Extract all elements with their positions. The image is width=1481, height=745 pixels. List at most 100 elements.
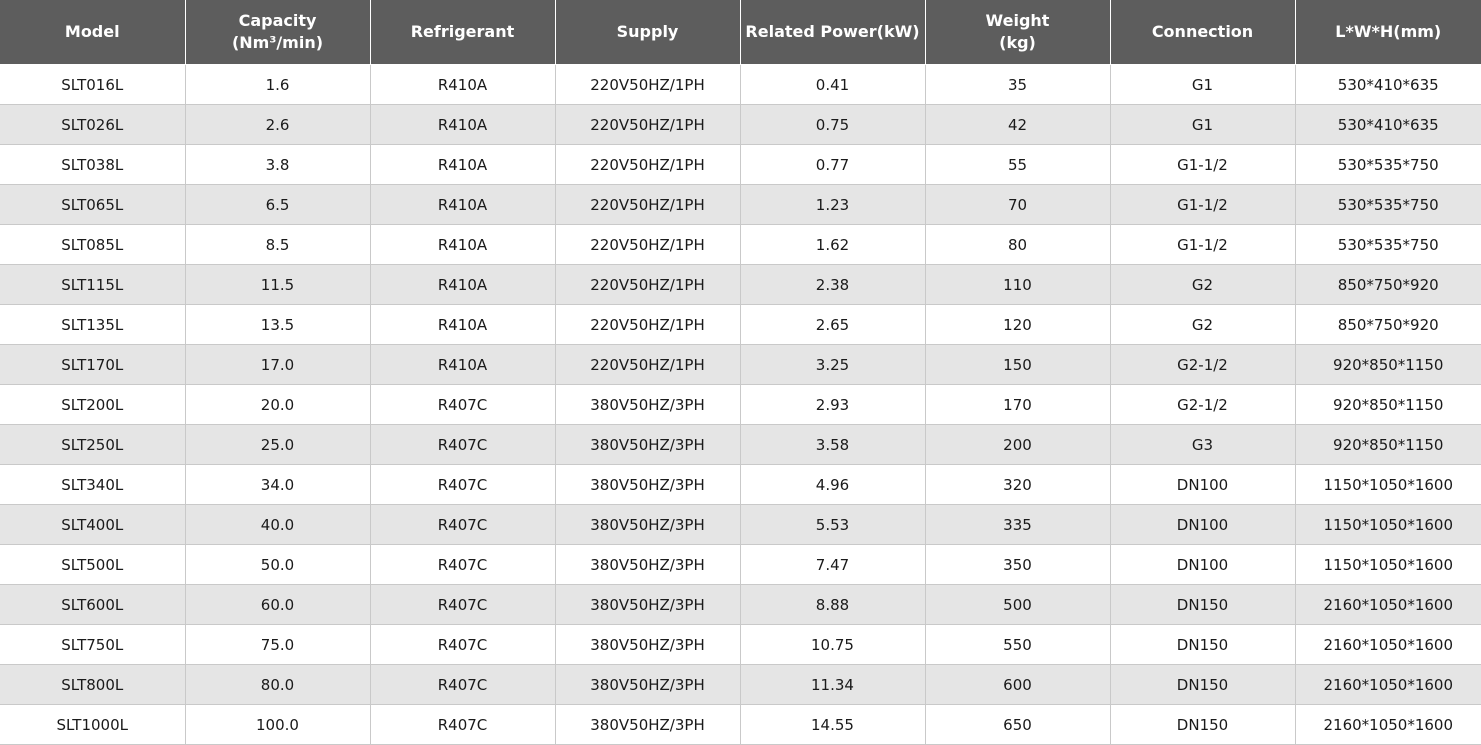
cell-dimensions: 1150*1050*1600 (1294, 544, 1481, 585)
cell-model: SLT038L (0, 144, 186, 185)
table-row: SLT200L 20.0 R407C 380V50HZ/3PH 2.93 170 G2-1/… (0, 384, 1481, 425)
cell-dimensions: 920*850*1150 (1294, 344, 1481, 385)
cell-weight: 350 (924, 544, 1111, 585)
cell-dimensions: 1150*1050*1600 (1294, 504, 1481, 545)
header-refrigerant: Refrigerant (369, 0, 556, 65)
cell-capacity: 13.5 (184, 304, 371, 345)
cell-refrigerant: R410A (369, 344, 556, 385)
cell-dimensions: 920*850*1150 (1294, 424, 1481, 465)
cell-dimensions: 1150*1050*1600 (1294, 464, 1481, 505)
cell-refrigerant: R407C (369, 704, 556, 745)
cell-refrigerant: R407C (369, 424, 556, 465)
cell-weight: 320 (924, 464, 1111, 505)
cell-weight: 42 (924, 104, 1111, 145)
cell-refrigerant: R407C (369, 584, 556, 625)
cell-dimensions: 850*750*920 (1294, 264, 1481, 305)
cell-weight: 110 (924, 264, 1111, 305)
cell-connection: G2 (1109, 264, 1296, 305)
cell-capacity: 20.0 (184, 384, 371, 425)
header-model-label: Model (64, 22, 120, 41)
cell-connection: G1 (1109, 104, 1296, 145)
cell-connection: G2-1/2 (1109, 344, 1296, 385)
cell-capacity: 100.0 (184, 704, 371, 745)
cell-connection: DN150 (1109, 624, 1296, 665)
cell-supply: 380V50HZ/3PH (554, 704, 741, 745)
cell-connection: DN100 (1109, 504, 1296, 545)
cell-model: SLT340L (0, 464, 186, 505)
table-row: SLT1000L 100.0 R407C 380V50HZ/3PH 14.55 650 DN… (0, 704, 1481, 745)
cell-weight: 170 (924, 384, 1111, 425)
header-power: Related Power(kW) (739, 0, 926, 65)
table-row: SLT600L 60.0 R407C 380V50HZ/3PH 8.88 500 DN150… (0, 584, 1481, 625)
cell-model: SLT1000L (0, 704, 186, 745)
cell-dimensions: 530*535*750 (1294, 184, 1481, 225)
cell-connection: DN150 (1109, 664, 1296, 705)
cell-model: SLT800L (0, 664, 186, 705)
cell-power: 5.53 (739, 504, 926, 545)
header-dimensions-label: L*W*H(mm) (1335, 22, 1442, 41)
header-capacity-unit: (Nm³/min) (231, 33, 324, 52)
cell-power: 7.47 (739, 544, 926, 585)
table-row: SLT065L 6.5 R410A 220V50HZ/1PH 1.23 70 G1-1/2 5… (0, 184, 1481, 225)
cell-dimensions: 2160*1050*1600 (1294, 664, 1481, 705)
cell-capacity: 2.6 (184, 104, 371, 145)
cell-weight: 80 (924, 224, 1111, 265)
cell-weight: 35 (924, 64, 1111, 105)
header-dimensions: L*W*H(mm) (1294, 0, 1481, 65)
cell-supply: 380V50HZ/3PH (554, 544, 741, 585)
cell-model: SLT750L (0, 624, 186, 665)
table-row: SLT026L 2.6 R410A 220V50HZ/1PH 0.75 42 G1 530*4… (0, 104, 1481, 145)
cell-connection: G2 (1109, 304, 1296, 345)
cell-dimensions: 530*410*635 (1294, 104, 1481, 145)
header-weight: Weight (kg) (924, 0, 1111, 65)
cell-capacity: 3.8 (184, 144, 371, 185)
table-row: SLT038L 3.8 R410A 220V50HZ/1PH 0.77 55 G1-1/2 5… (0, 144, 1481, 185)
cell-weight: 600 (924, 664, 1111, 705)
cell-capacity: 34.0 (184, 464, 371, 505)
table-body: SLT016L 1.6 R410A 220V50HZ/1PH 0.41 35 G1 530*4… (0, 64, 1481, 745)
cell-supply: 380V50HZ/3PH (554, 624, 741, 665)
header-connection: Connection (1109, 0, 1296, 65)
cell-weight: 500 (924, 584, 1111, 625)
cell-connection: G1 (1109, 64, 1296, 105)
cell-power: 14.55 (739, 704, 926, 745)
header-capacity: Capacity (Nm³/min) (184, 0, 371, 65)
cell-weight: 550 (924, 624, 1111, 665)
cell-capacity: 60.0 (184, 584, 371, 625)
cell-power: 11.34 (739, 664, 926, 705)
cell-supply: 220V50HZ/1PH (554, 184, 741, 225)
cell-model: SLT026L (0, 104, 186, 145)
table-row: SLT170L 17.0 R410A 220V50HZ/1PH 3.25 150 G2-1/… (0, 344, 1481, 385)
cell-connection: DN150 (1109, 584, 1296, 625)
cell-connection: G1-1/2 (1109, 224, 1296, 265)
table-row: SLT800L 80.0 R407C 380V50HZ/3PH 11.34 600 DN15… (0, 664, 1481, 705)
cell-model: SLT250L (0, 424, 186, 465)
cell-refrigerant: R410A (369, 304, 556, 345)
table-row: SLT085L 8.5 R410A 220V50HZ/1PH 1.62 80 G1-1/2 5… (0, 224, 1481, 265)
header-model: Model (0, 0, 186, 65)
cell-model: SLT016L (0, 64, 186, 105)
table-row: SLT400L 40.0 R407C 380V50HZ/3PH 5.53 335 DN100… (0, 504, 1481, 545)
cell-model: SLT170L (0, 344, 186, 385)
cell-refrigerant: R407C (369, 664, 556, 705)
cell-model: SLT115L (0, 264, 186, 305)
cell-capacity: 8.5 (184, 224, 371, 265)
cell-model: SLT600L (0, 584, 186, 625)
cell-dimensions: 850*750*920 (1294, 304, 1481, 345)
cell-refrigerant: R407C (369, 504, 556, 545)
cell-power: 0.77 (739, 144, 926, 185)
cell-weight: 55 (924, 144, 1111, 185)
cell-power: 0.75 (739, 104, 926, 145)
cell-power: 2.93 (739, 384, 926, 425)
header-refrigerant-label: Refrigerant (410, 22, 515, 41)
cell-power: 10.75 (739, 624, 926, 665)
cell-refrigerant: R410A (369, 184, 556, 225)
cell-supply: 380V50HZ/3PH (554, 664, 741, 705)
table-row: SLT115L 11.5 R410A 220V50HZ/1PH 2.38 110 G2 850… (0, 264, 1481, 305)
cell-power: 1.62 (739, 224, 926, 265)
cell-refrigerant: R410A (369, 224, 556, 265)
table-row: SLT500L 50.0 R407C 380V50HZ/3PH 7.47 350 DN100… (0, 544, 1481, 585)
cell-refrigerant: R410A (369, 104, 556, 145)
cell-refrigerant: R410A (369, 64, 556, 105)
